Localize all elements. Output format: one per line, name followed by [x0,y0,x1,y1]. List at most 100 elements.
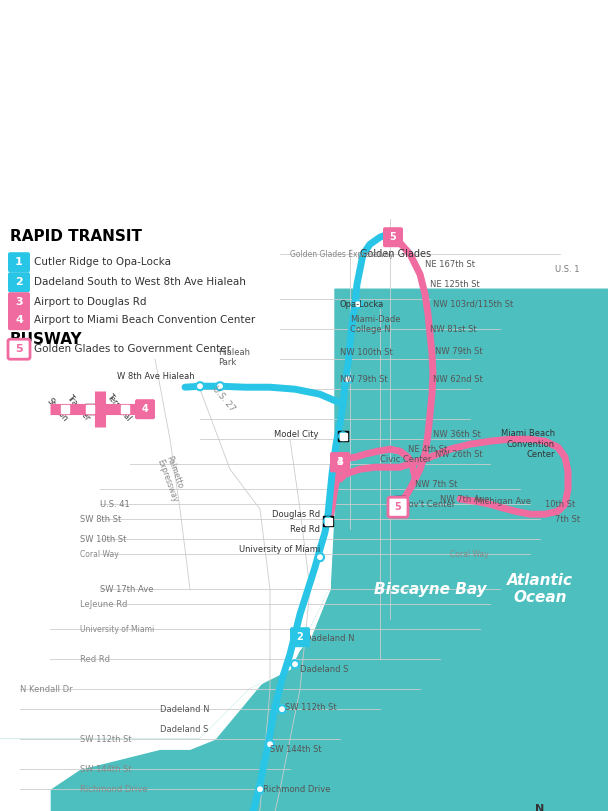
Text: Model City: Model City [274,430,318,439]
Text: NW 79th St: NW 79th St [340,375,388,384]
Text: NE 167th St: NE 167th St [425,260,475,268]
Text: 3: 3 [15,297,23,307]
Text: Airport to Douglas Rd: Airport to Douglas Rd [34,297,147,307]
Text: NW 79th St: NW 79th St [435,347,483,356]
Text: 10th St: 10th St [545,500,575,508]
FancyBboxPatch shape [290,627,310,647]
Circle shape [256,785,264,793]
Text: W 8th Ave Hialeah: W 8th Ave Hialeah [117,371,195,380]
Text: BUSWAY: BUSWAY [10,333,83,347]
Text: N Kendall Dr: N Kendall Dr [20,684,72,693]
Text: NW 7th St: NW 7th St [415,480,457,489]
Text: SW 144th St: SW 144th St [270,744,322,753]
Bar [323,517,333,526]
Circle shape [296,633,304,642]
Text: Terminal: Terminal [105,393,133,423]
Circle shape [196,382,204,390]
FancyBboxPatch shape [388,497,408,517]
Text: Michigan Ave: Michigan Ave [475,496,531,506]
Bar [121,406,129,414]
FancyBboxPatch shape [383,227,403,247]
FancyBboxPatch shape [8,252,30,272]
Text: 1: 1 [15,257,23,267]
FancyBboxPatch shape [135,399,155,419]
Text: 3: 3 [337,457,344,467]
Text: 4: 4 [337,457,344,467]
Bar [395,496,405,506]
Polygon shape [0,459,335,811]
Text: 4: 4 [15,315,23,325]
Circle shape [266,740,274,749]
Text: METRORAIL: METRORAIL [18,13,291,55]
Bar [338,431,348,441]
Text: 7th St: 7th St [555,515,580,524]
Text: U.S. 41: U.S. 41 [100,500,130,508]
Text: NW 103rd/115th St: NW 103rd/115th St [433,300,513,309]
Text: NE 4th St: NE 4th St [408,444,447,453]
Text: Golden Glades to Government Center: Golden Glades to Government Center [34,344,231,354]
Text: 5: 5 [15,344,23,354]
Bar [86,406,94,413]
Bar [339,433,347,440]
Text: Transfer: Transfer [65,393,92,423]
Bar [336,459,344,466]
Text: Miami: Miami [353,15,482,53]
Text: NW 7th Ave: NW 7th Ave [440,495,489,504]
Text: LeJeune Rd: LeJeune Rd [80,599,127,609]
Text: Coral Way: Coral Way [450,550,489,559]
Circle shape [278,706,286,713]
Text: Palmetto
Expressway: Palmetto Expressway [155,455,188,504]
Text: NW 100th St: NW 100th St [340,348,393,357]
Text: Opa-Locka: Opa-Locka [340,300,384,309]
Text: Golden Glades Expressway: Golden Glades Expressway [290,250,393,259]
Text: 2: 2 [15,277,23,287]
Circle shape [339,432,347,440]
Text: 5: 5 [395,502,401,513]
Text: Hialeah
Park: Hialeah Park [218,347,250,367]
Text: U.S. 1: U.S. 1 [555,264,579,273]
FancyBboxPatch shape [8,339,30,359]
Text: SW 112th St: SW 112th St [80,735,131,744]
Text: Dadeland N: Dadeland N [305,633,354,642]
Circle shape [324,517,332,526]
Circle shape [354,300,362,308]
Text: NW 81st St: NW 81st St [430,324,477,333]
Bar [86,406,94,414]
Text: Richmond Drive: Richmond Drive [80,785,148,794]
Text: RAPID TRANSIT: RAPID TRANSIT [10,230,142,244]
Text: Dadeland N: Dadeland N [160,705,210,714]
Text: Red Rd: Red Rd [290,525,320,534]
Text: SW 112th St: SW 112th St [285,702,337,712]
Text: Biscayne Bay: Biscayne Bay [374,581,486,597]
Circle shape [389,234,397,241]
Text: Dadeland S: Dadeland S [300,665,348,674]
Text: 5: 5 [390,232,396,242]
Text: Miami Beach
Convention
Center: Miami Beach Convention Center [501,429,555,459]
Text: NW 26th St: NW 26th St [435,450,483,459]
Text: University of Miami: University of Miami [239,545,320,554]
Bar [61,406,69,414]
Text: SW 8th St: SW 8th St [80,515,121,524]
Text: SW 144th St: SW 144th St [80,765,131,774]
Polygon shape [0,290,608,811]
Text: SW 10th St: SW 10th St [80,534,126,543]
Text: Miami-Dade
College N: Miami-Dade College N [350,315,401,334]
FancyBboxPatch shape [8,272,30,292]
Text: Douglas Rd: Douglas Rd [272,509,320,519]
Text: Gov't Center: Gov't Center [402,500,455,508]
Text: NW 36th St: NW 36th St [433,430,481,439]
Text: 4: 4 [142,404,148,414]
Text: Civic Center: Civic Center [380,455,431,464]
Text: Dadeland South to West 8th Ave Hialeah: Dadeland South to West 8th Ave Hialeah [34,277,246,287]
Circle shape [316,553,324,561]
Circle shape [344,375,352,384]
Text: Station: Station [45,397,69,423]
Text: Atlantic
Ocean: Atlantic Ocean [507,573,573,605]
Bar [396,498,404,504]
Text: N: N [536,805,545,811]
FancyBboxPatch shape [8,311,30,330]
Circle shape [216,382,224,390]
Bar [335,457,345,467]
Text: Proposed System - March 1979: Proposed System - March 1979 [18,67,213,79]
Text: SW 17th Ave: SW 17th Ave [100,585,153,594]
